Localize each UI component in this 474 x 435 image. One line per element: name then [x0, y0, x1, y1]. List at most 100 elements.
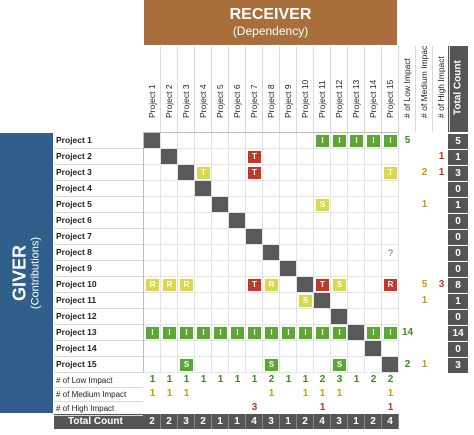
matrix-cell [382, 309, 399, 325]
impact-badge-low: I [265, 327, 278, 339]
matrix-cell [246, 357, 263, 373]
matrix-cell [229, 325, 246, 341]
impact-badge-low: I [231, 327, 244, 339]
diagonal-cell [229, 213, 246, 229]
impact-badge-high: T [248, 167, 261, 179]
diagonal-cell [144, 133, 161, 149]
row-header: Project 9 [54, 261, 143, 277]
matrix-cell [246, 341, 263, 357]
matrix-cell [178, 181, 195, 197]
row-header: Project 5 [54, 197, 143, 213]
matrix-cell [331, 149, 348, 165]
matrix-cell [195, 149, 212, 165]
matrix-cell [161, 229, 178, 245]
matrix-cell [263, 277, 280, 293]
matrix-cell [178, 341, 195, 357]
matrix-cell [144, 213, 161, 229]
matrix-cell [161, 325, 178, 341]
row-total-count: 1 [448, 294, 468, 309]
column-total-count: 2 [365, 414, 382, 429]
column-medium-count: 1 [183, 388, 190, 399]
matrix-cell [348, 197, 365, 213]
matrix-cell [212, 229, 229, 245]
column-low-count: 1 [302, 374, 309, 385]
row-total-count: 0 [448, 230, 468, 245]
row-medium-count: 1 [421, 199, 428, 210]
column-header-label: Project 6 [232, 84, 242, 118]
matrix-cell [229, 165, 246, 181]
unknown-marker: ? [387, 248, 393, 258]
column-total-count: 3 [331, 414, 348, 429]
matrix-cell [314, 229, 331, 245]
matrix-cell [229, 277, 246, 293]
matrix-cell [144, 357, 161, 373]
matrix-cell [212, 245, 229, 261]
column-header: Project 1 [144, 46, 161, 132]
column-low-count: 1 [251, 374, 258, 385]
matrix-cell [297, 133, 314, 149]
matrix-cell [212, 341, 229, 357]
column-header: Project 3 [178, 46, 195, 132]
impact-badge-low: I [248, 327, 261, 339]
matrix-cell [144, 165, 161, 181]
matrix-cell [280, 341, 297, 357]
matrix-cell [161, 341, 178, 357]
matrix-cell [331, 261, 348, 277]
column-header: Project 4 [195, 46, 212, 132]
matrix-cell [297, 325, 314, 341]
matrix-cell [314, 197, 331, 213]
matrix-cell [195, 213, 212, 229]
matrix-cell [280, 277, 297, 293]
matrix-cell [297, 293, 314, 309]
matrix-cell [246, 165, 263, 181]
column-medium-count: 1 [166, 388, 173, 399]
matrix-cell [246, 149, 263, 165]
matrix-cell [331, 181, 348, 197]
total-count-row-label: Total Count [68, 416, 123, 427]
column-medium-count: 1 [336, 388, 343, 399]
column-header: Project 13 [348, 46, 365, 132]
column-header: Project 9 [280, 46, 297, 132]
row-header: Project 8 [54, 245, 143, 261]
matrix-cell [195, 133, 212, 149]
matrix-cell [263, 133, 280, 149]
impact-badge-low: I [384, 327, 397, 339]
impact-badge-med: S [316, 199, 329, 211]
matrix-cell [246, 245, 263, 261]
row-header: Project 12 [54, 309, 143, 325]
matrix-cell [382, 149, 399, 165]
diagonal-cell [348, 325, 365, 341]
impact-badge-low: S [265, 359, 278, 371]
impact-badge-med: S [333, 279, 346, 291]
row-header: Project 7 [54, 229, 143, 245]
impact-badge-low: I [197, 327, 210, 339]
matrix-cell [314, 133, 331, 149]
matrix-cell [144, 197, 161, 213]
matrix-cell [161, 293, 178, 309]
impact-badge-low: I [350, 135, 363, 147]
diagonal-cell [246, 229, 263, 245]
matrix-cell [331, 341, 348, 357]
total-count-row [54, 414, 399, 429]
column-total-count: 1 [348, 414, 365, 429]
matrix-cell [144, 341, 161, 357]
matrix-cell [297, 309, 314, 325]
column-high-count: 3 [251, 402, 258, 413]
diagonal-cell [161, 149, 178, 165]
matrix-cell [161, 165, 178, 181]
matrix-cell [246, 293, 263, 309]
matrix-cell [161, 133, 178, 149]
matrix-cell [331, 277, 348, 293]
matrix-cell [212, 357, 229, 373]
impact-badge-med: T [197, 167, 210, 179]
row-medium-count: 1 [421, 359, 428, 370]
matrix-cell [246, 213, 263, 229]
matrix-cell [280, 181, 297, 197]
row-total-count: 5 [448, 134, 468, 149]
impact-badge-low: I [333, 327, 346, 339]
impact-badge-low: I [384, 135, 397, 147]
row-total-count: 14 [448, 326, 468, 341]
row-header: Project 1 [54, 133, 143, 149]
matrix-cell [348, 341, 365, 357]
impact-badge-med: T [384, 167, 397, 179]
